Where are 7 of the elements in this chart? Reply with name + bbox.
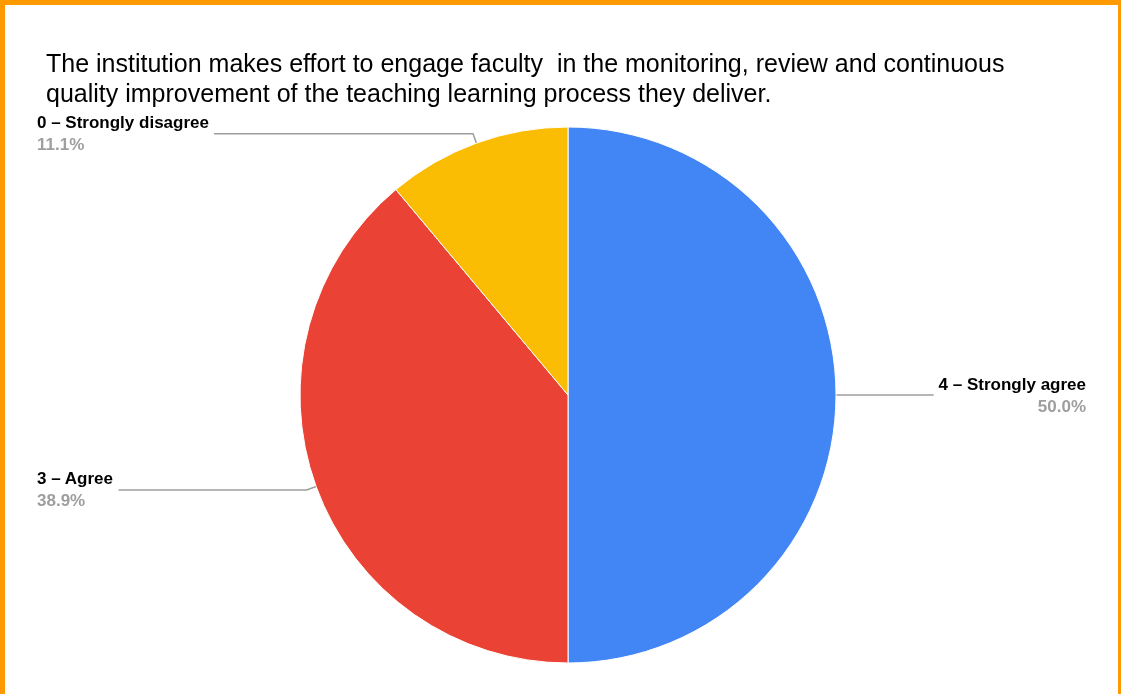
- data-label: 11.1%: [37, 135, 85, 155]
- slice-label: 0 – Strongly disagree: [37, 113, 209, 133]
- slice-label: 3 – Agree: [37, 469, 113, 489]
- slice-label: 4 – Strongly agree: [938, 374, 1086, 394]
- data-label: 38.9%: [37, 491, 86, 511]
- data-label: 50.0%: [1037, 396, 1086, 416]
- chart-title: The institution makes effort to engage faculty in the monitoring, review and continuous quality improvement of the teaching learning process they deliver.: [46, 49, 1012, 107]
